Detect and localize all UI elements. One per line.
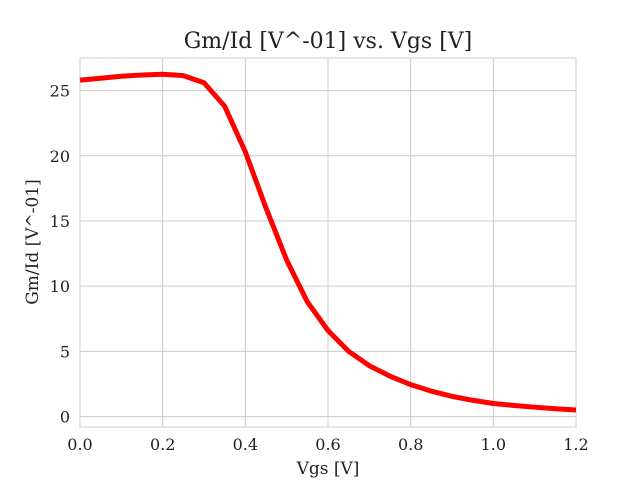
y-axis-ticks: 0 5 10 15 20 25 bbox=[50, 82, 70, 427]
plot-area-frame bbox=[79, 57, 577, 428]
x-tick-label: 0.8 bbox=[398, 435, 423, 454]
x-tick-label: 1.2 bbox=[563, 435, 588, 454]
y-tick-label: 0 bbox=[60, 408, 70, 427]
y-tick-label: 15 bbox=[50, 212, 70, 231]
x-axis-ticks: 0.0 0.2 0.4 0.6 0.8 1.0 1.2 bbox=[67, 435, 588, 454]
y-axis-label: Gm/Id [V^-01] bbox=[23, 179, 43, 305]
y-tick-label: 25 bbox=[50, 82, 70, 101]
y-tick-label: 20 bbox=[50, 147, 70, 166]
grid bbox=[79, 58, 577, 427]
x-tick-label: 0.0 bbox=[67, 435, 92, 454]
x-axis-label: Vgs [V] bbox=[296, 459, 360, 479]
x-tick-label: 0.2 bbox=[150, 435, 175, 454]
x-tick-label: 0.4 bbox=[233, 435, 258, 454]
series-layer bbox=[79, 71, 577, 413]
chart-title: Gm/Id [V^-01] vs. Vgs [V] bbox=[184, 29, 473, 54]
series-line bbox=[79, 71, 577, 413]
y-tick-label: 5 bbox=[60, 342, 70, 361]
x-tick-label: 1.0 bbox=[481, 435, 506, 454]
x-tick-label: 0.6 bbox=[315, 435, 340, 454]
y-tick-label: 10 bbox=[50, 277, 70, 296]
